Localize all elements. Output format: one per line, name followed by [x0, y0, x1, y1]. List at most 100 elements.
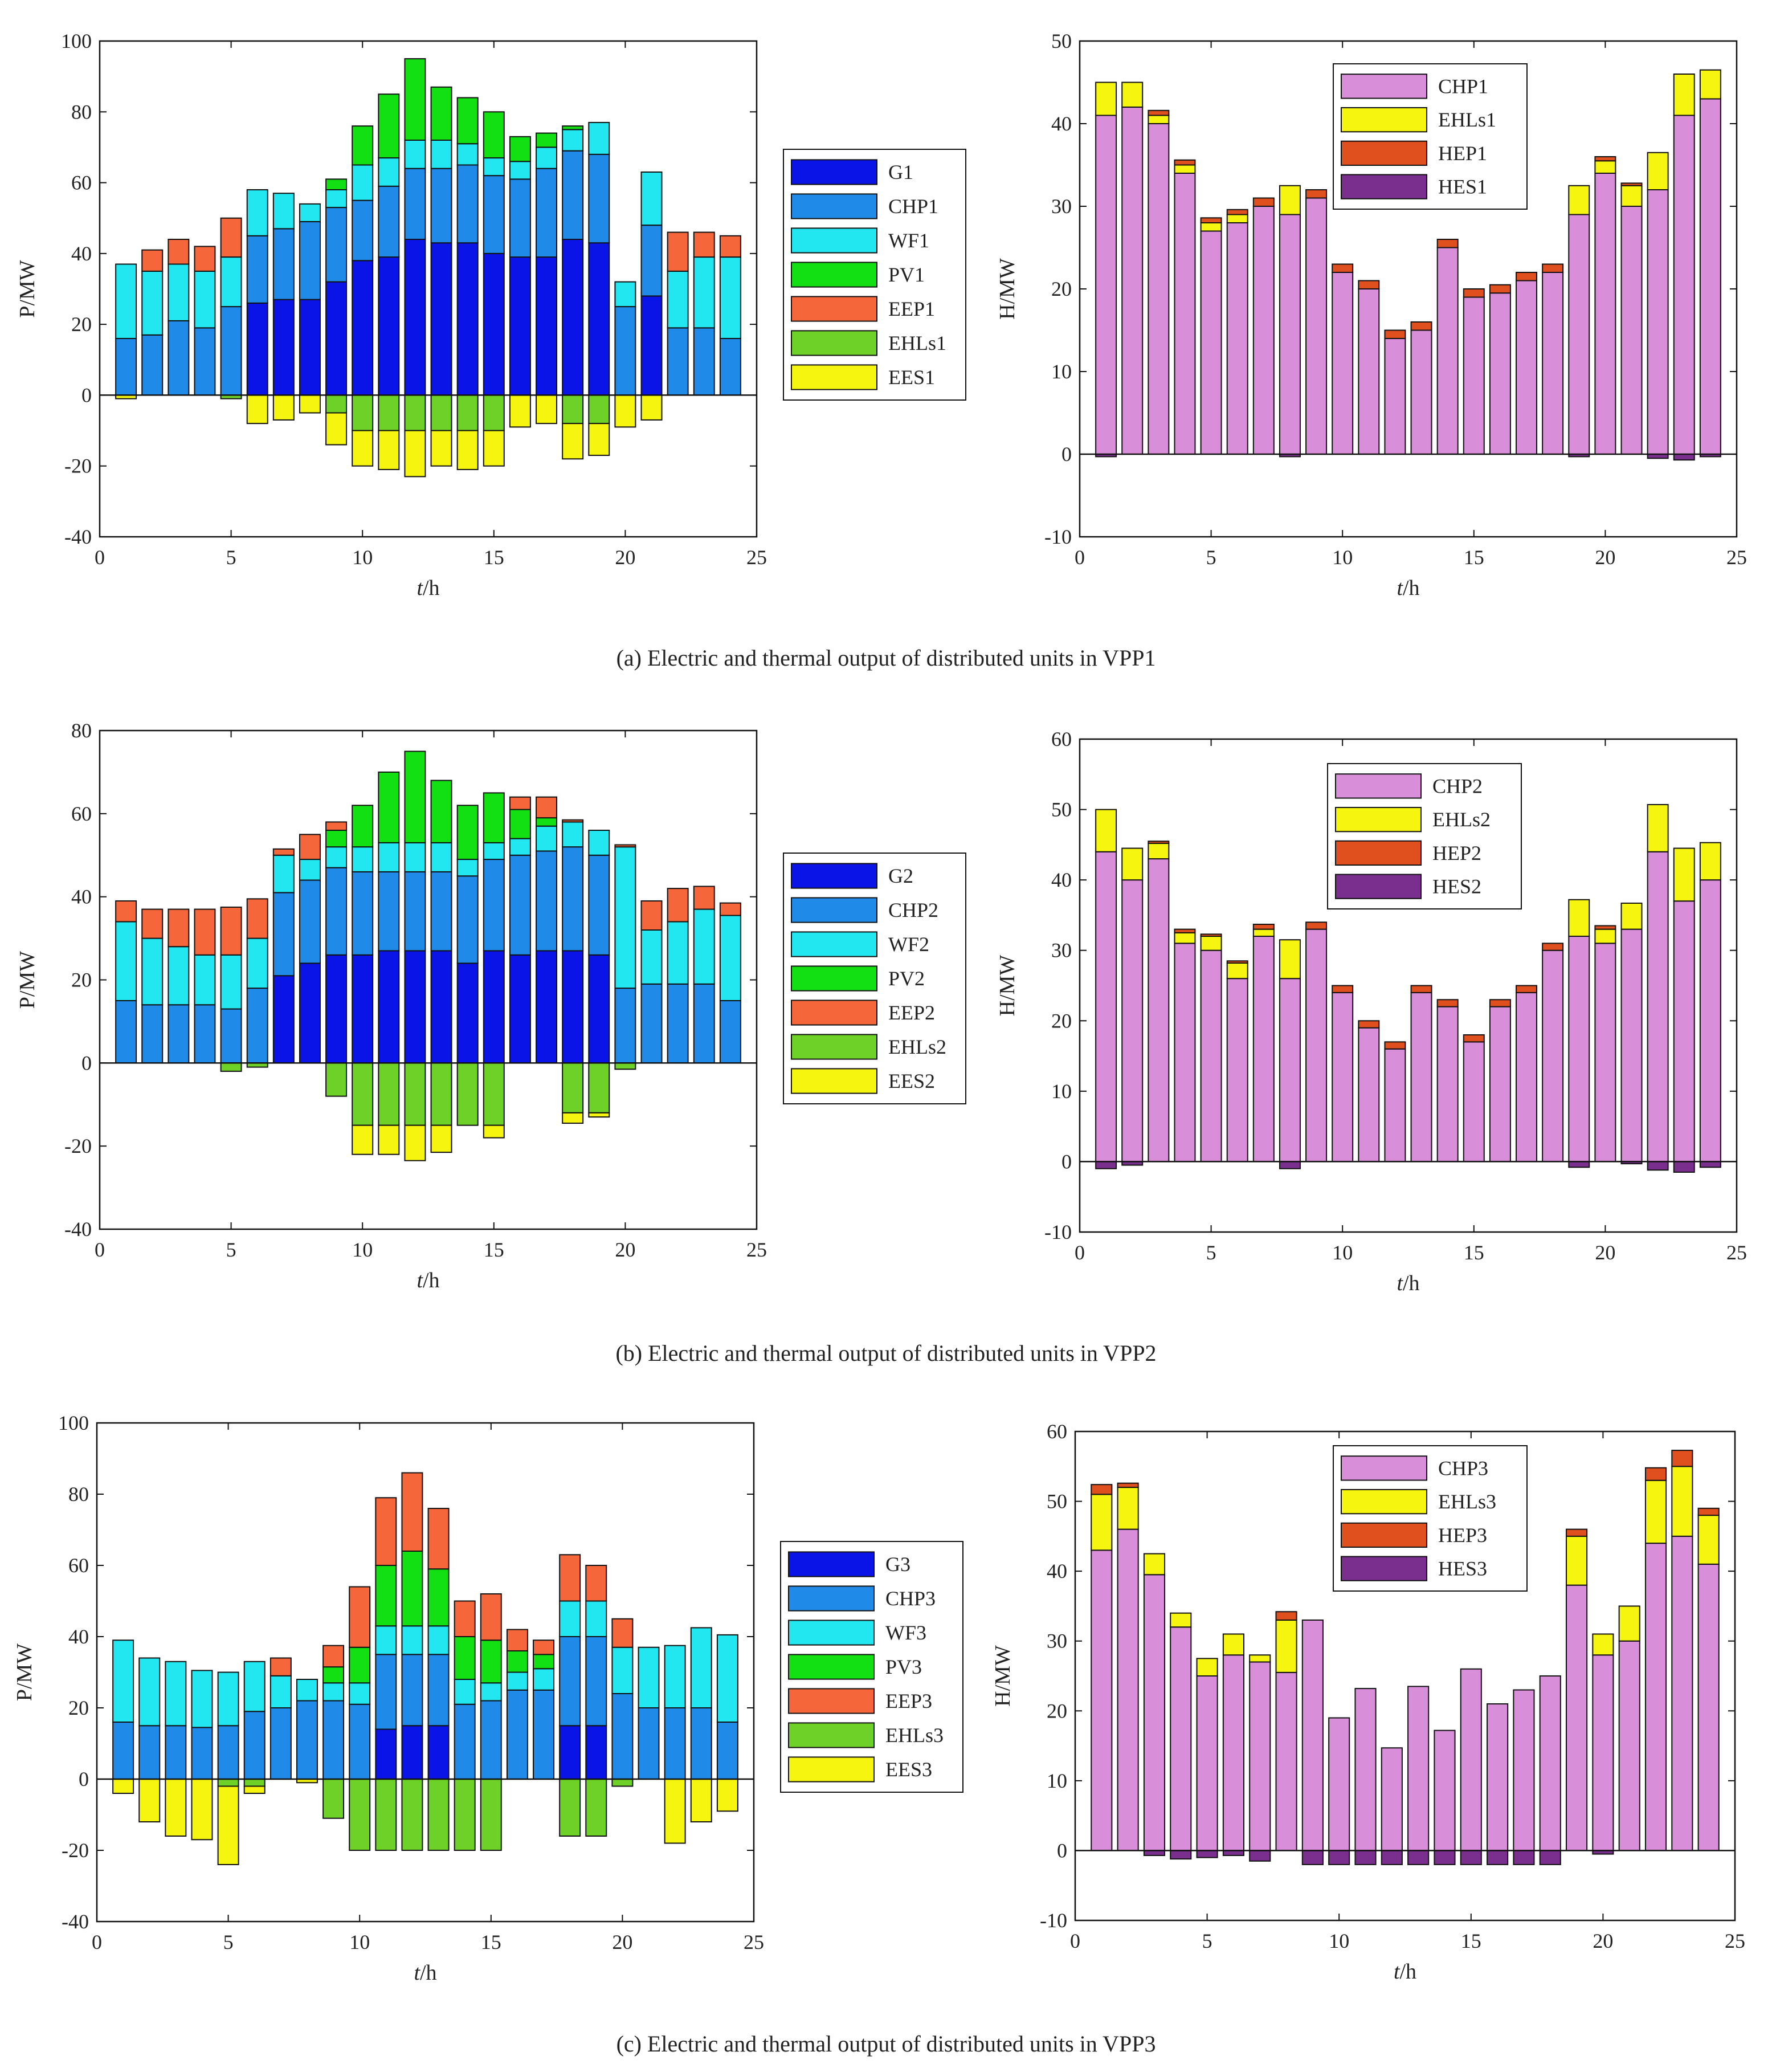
bar-CHP3-t5 — [217, 1725, 239, 1780]
bar-PV1-t14 — [456, 97, 479, 145]
bar-CHP2-t17 — [536, 850, 558, 952]
bar-WF3-t24 — [716, 1634, 738, 1723]
y-axis-label: H/MW — [995, 258, 1019, 320]
x-tick-label: 25 — [1725, 1930, 1745, 1952]
chart-c-elec: 0 5 10 15 20 25 -40 -20 0 20 40 60 80 100 t/h P/MW G3 CHP… — [13, 1412, 963, 1985]
bar-EHLs2-t1 — [1095, 809, 1117, 853]
chart-b-elec: 0 5 10 15 20 25 -40 -20 0 20 40 60 80 t/h P/MW G2 CHP2 WF… — [15, 719, 966, 1292]
bar-EES3-t3 — [165, 1779, 187, 1837]
bar-CHP3-t18 — [559, 1636, 581, 1727]
bar-CHP3-t11 — [1354, 1688, 1377, 1851]
bar-EHLs2-t23 — [1673, 847, 1695, 902]
bar-HEP1-t13 — [1410, 321, 1432, 331]
chart-b-heat: 0 5 10 15 20 25-100102030405060t/hH/MWCHP2EHL… — [995, 728, 1747, 1295]
legend-label-EHLs2: EHLs2 — [1432, 808, 1491, 831]
x-axis-label-italic: t — [1397, 576, 1403, 600]
bar-EHLs2-t3 — [1148, 842, 1170, 860]
y-tick-label: -40 — [62, 1910, 89, 1933]
bar-EES1-t16 — [509, 394, 531, 428]
bar-HEP1-t21 — [1620, 182, 1643, 186]
bar-EES1-t7 — [272, 394, 295, 421]
bar-CHP1-t17 — [1516, 280, 1538, 455]
bar-PV3-t9 — [322, 1666, 345, 1684]
bar-CHP2-t16 — [1489, 1006, 1511, 1163]
bar-WF3-t20 — [611, 1646, 634, 1694]
bar-HEP2-t11 — [1358, 1020, 1380, 1029]
bar-G3-t11 — [375, 1728, 397, 1780]
bar-HEP1-t7 — [1252, 197, 1275, 207]
bar-EHLs2-t19 — [588, 1062, 610, 1114]
bar-CHP2-t15 — [1463, 1041, 1485, 1163]
legend-swatch-HES3 — [1341, 1556, 1427, 1581]
bar-EEP1-t4 — [194, 246, 216, 272]
bar-HES3-t3 — [1143, 1850, 1166, 1857]
axes-frame — [1074, 1430, 1736, 1922]
y-tick-label: 80 — [68, 1483, 89, 1506]
bar-CHP1-t16 — [1489, 292, 1511, 455]
bar-HEP1-t16 — [1489, 284, 1511, 294]
legend-label-CHP1: CHP1 — [1438, 75, 1488, 97]
bar-CHP1-t11 — [378, 185, 400, 258]
bar-CHP3-t23 — [690, 1707, 712, 1780]
legend-swatch-HEP1 — [1341, 140, 1427, 166]
x-tick-label: 20 — [1593, 1930, 1613, 1952]
bar-WF2-t9 — [325, 846, 348, 868]
bar-EEP1-t22 — [667, 231, 689, 272]
bar-CHP2-t14 — [1436, 1006, 1459, 1163]
bar-HES3-t18 — [1539, 1850, 1561, 1865]
bar-EHLs2-t13 — [430, 1062, 452, 1126]
legend-label-EEP3: EEP3 — [885, 1690, 932, 1712]
bar-CHP3-t16 — [506, 1689, 528, 1780]
bar-EHLs2-t2 — [1121, 847, 1144, 881]
chart-a-elec: 0 5 10 15 20 25 -40 -20 0 20 40 60 80 100 t/h P/MW G1 CHP… — [15, 30, 966, 600]
bar-G2-t14 — [456, 962, 479, 1064]
bar-EHLs1-t21 — [1620, 185, 1643, 207]
bar-EEP1-t3 — [168, 239, 190, 265]
bar-WF2-t19 — [588, 830, 610, 856]
bar-CHP3-t5 — [1196, 1675, 1218, 1851]
bar-HEP1-t4 — [1174, 159, 1196, 166]
bar-CHP1-t19 — [588, 153, 610, 244]
bar-HEP2-t10 — [1332, 985, 1354, 993]
bar-WF1-t11 — [378, 157, 400, 187]
bar-CHP1-t24 — [719, 338, 741, 396]
bar-CHP1-t13 — [430, 168, 452, 244]
bar-CHP2-t8 — [299, 879, 321, 964]
x-tick-label: 5 — [223, 1931, 234, 1953]
bar-WF2-t11 — [378, 842, 400, 872]
bar-EHLs2-t7 — [1252, 928, 1275, 937]
bar-PV3-t14 — [454, 1636, 476, 1680]
legend-swatch-CHP3 — [788, 1585, 875, 1612]
bar-CHP3-t1 — [112, 1722, 134, 1780]
bar-CHP1-t6 — [246, 235, 268, 304]
bar-EHLs2-t11 — [378, 1062, 400, 1126]
bar-HES3-t16 — [1487, 1850, 1509, 1865]
bar-HEP2-t4 — [1174, 928, 1196, 933]
bar-CHP2-t10 — [1332, 992, 1354, 1163]
bar-CHP2-t22 — [667, 983, 689, 1064]
bar-WF1-t2 — [141, 270, 164, 336]
y-tick-label: 40 — [1051, 112, 1072, 135]
bar-EES3-t22 — [664, 1779, 686, 1844]
y-tick-label: 0 — [79, 1768, 89, 1790]
bar-EEP2-t6 — [246, 898, 268, 939]
bar-EHLs2-t9 — [325, 1062, 348, 1097]
y-tick-label: 60 — [68, 1554, 89, 1577]
bar-G2-t7 — [272, 975, 295, 1064]
bar-CHP3-t21 — [638, 1707, 660, 1780]
bar-EHLs3-t6 — [243, 1779, 266, 1787]
bar-CHP3-t7 — [270, 1707, 292, 1780]
bar-G3-t13 — [427, 1725, 450, 1780]
y-tick-label: 40 — [68, 1625, 89, 1648]
bar-CHP3-t8 — [1275, 1671, 1297, 1851]
bar-G2-t19 — [588, 954, 610, 1064]
bar-EES2-t19 — [588, 1112, 610, 1118]
bar-CHP3-t1 — [1091, 1549, 1113, 1851]
legend-label-HEP3: HEP3 — [1438, 1524, 1487, 1547]
legend-label-EHLs3: EHLs3 — [1438, 1490, 1496, 1513]
bar-CHP3-t12 — [1381, 1747, 1403, 1851]
x-tick-label: 10 — [1329, 1930, 1349, 1952]
x-tick-label: 10 — [1332, 546, 1353, 569]
y-tick-label: -20 — [64, 455, 92, 478]
